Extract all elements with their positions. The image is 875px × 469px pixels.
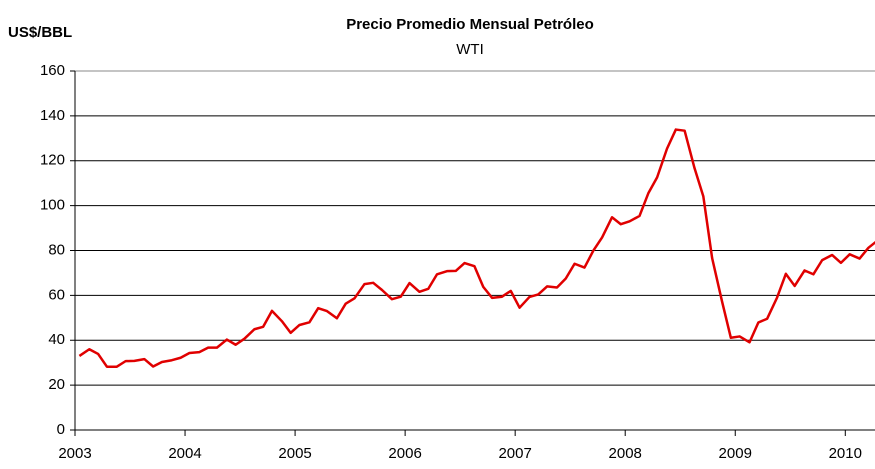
- x-tick-label: 2007: [498, 445, 531, 462]
- x-tick-label: 2006: [388, 445, 421, 462]
- y-tick-label: 80: [48, 241, 65, 258]
- x-tick-label: 2010: [829, 445, 862, 462]
- y-tick-label: 40: [48, 331, 65, 348]
- x-tick-label: 2003: [58, 445, 91, 462]
- y-tick-label: 60: [48, 286, 65, 303]
- y-tick-label: 20: [48, 376, 65, 393]
- y-tick-label: 140: [40, 107, 65, 124]
- chart-title: Precio Promedio Mensual Petróleo: [346, 16, 594, 33]
- y-tick-label: 100: [40, 197, 65, 214]
- y-axis-label: US$/BBL: [8, 24, 72, 41]
- x-tick-label: 2004: [168, 445, 201, 462]
- x-tick-label: 2005: [278, 445, 311, 462]
- y-tick-label: 120: [40, 152, 65, 169]
- data-line: [78, 128, 875, 368]
- chart-subtitle: WTI: [456, 41, 484, 58]
- x-tick-label: 2008: [609, 445, 642, 462]
- y-tick-label: 0: [57, 421, 65, 438]
- x-tick-label: 2009: [719, 445, 752, 462]
- y-tick-label: 160: [40, 62, 65, 79]
